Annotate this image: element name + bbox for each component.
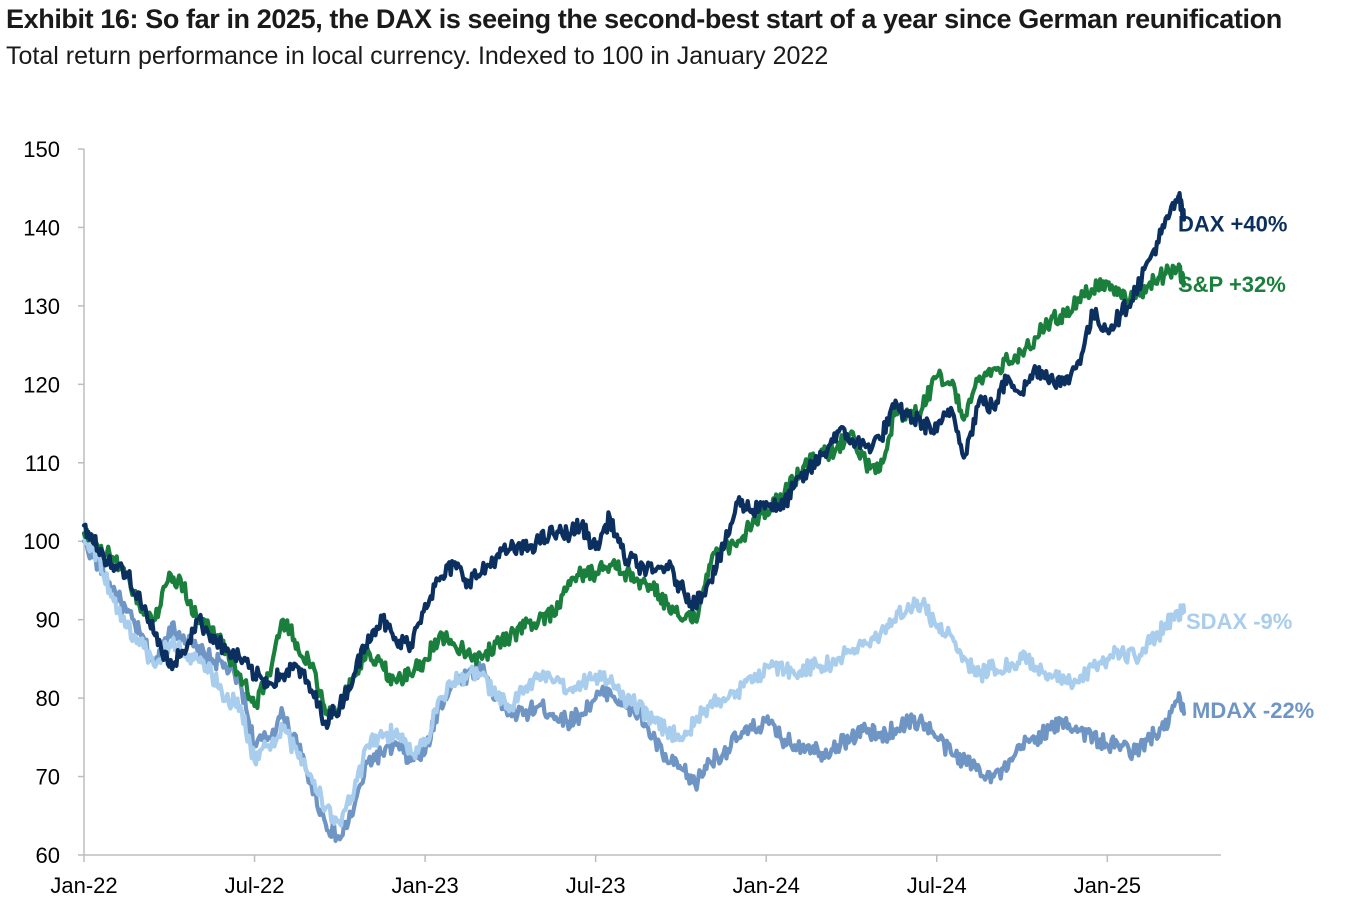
series-line-dax: [81, 191, 1187, 730]
y-tick-label: 70: [36, 765, 60, 790]
x-tick-label: Jul-23: [566, 873, 626, 898]
y-tick-label: 80: [36, 686, 60, 711]
series-line-sdax: [81, 531, 1187, 828]
y-tick-label: 90: [36, 608, 60, 633]
series-line-sandp: [81, 262, 1187, 719]
x-tick-label: Jan-25: [1074, 873, 1141, 898]
y-tick-label: 110: [25, 451, 60, 476]
series-label-sandp: S&P +32%: [1178, 272, 1286, 297]
series-label-mdax: MDAX -22%: [1192, 698, 1314, 723]
y-tick-label: 100: [23, 529, 60, 554]
chart-subtitle: Total return performance in local curren…: [6, 42, 829, 70]
y-tick-label: 120: [23, 372, 60, 397]
x-tick-label: Jan-23: [391, 873, 458, 898]
series-labels: MDAX -22% SDAX -9% S&P +32% DAX +40%: [1178, 212, 1314, 723]
x-tick-label: Jan-22: [50, 873, 117, 898]
series-lines: [81, 191, 1187, 843]
series-label-sdax: SDAX -9%: [1186, 609, 1292, 634]
x-tick-label: Jul-24: [907, 873, 967, 898]
x-tick-label: Jul-22: [225, 873, 285, 898]
series-label-dax: DAX +40%: [1178, 212, 1287, 237]
y-tick-label: 60: [36, 843, 60, 868]
y-tick-label: 150: [23, 137, 60, 162]
x-tick-label: Jan-24: [733, 873, 800, 898]
axes: 150 140 130 120 110 100 90 80 70 60 Jan-22 Jul-22 Ja…: [23, 137, 1221, 898]
chart-title: Exhibit 16: So far in 2025, the DAX is s…: [6, 4, 1282, 34]
y-tick-label: 130: [23, 294, 60, 319]
y-tick-label: 140: [23, 215, 60, 240]
